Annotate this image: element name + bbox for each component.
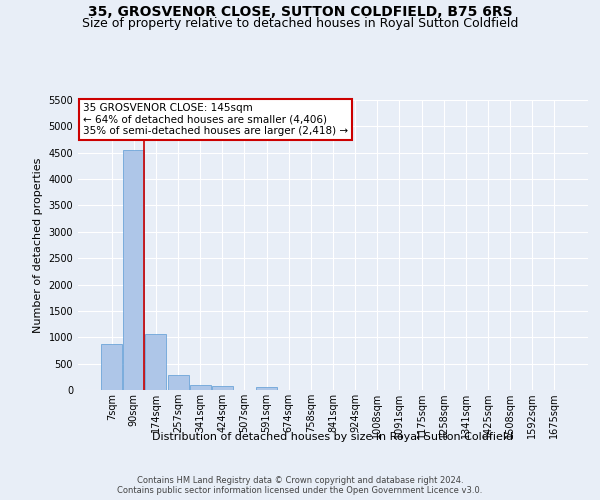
- Text: Size of property relative to detached houses in Royal Sutton Coldfield: Size of property relative to detached ho…: [82, 18, 518, 30]
- Text: 35, GROSVENOR CLOSE, SUTTON COLDFIELD, B75 6RS: 35, GROSVENOR CLOSE, SUTTON COLDFIELD, B…: [88, 5, 512, 19]
- Bar: [101, 344, 122, 390]
- Text: Distribution of detached houses by size in Royal Sutton Coldfield: Distribution of detached houses by size …: [152, 432, 514, 442]
- Text: 35 GROSVENOR CLOSE: 145sqm
← 64% of detached houses are smaller (4,406)
35% of s: 35 GROSVENOR CLOSE: 145sqm ← 64% of deta…: [83, 103, 348, 136]
- Bar: [124, 150, 145, 390]
- Y-axis label: Number of detached properties: Number of detached properties: [33, 158, 43, 332]
- Bar: [167, 375, 188, 390]
- Bar: [212, 386, 233, 390]
- Text: Contains HM Land Registry data © Crown copyright and database right 2024.
Contai: Contains HM Land Registry data © Crown c…: [118, 476, 482, 495]
- Bar: [190, 384, 211, 390]
- Bar: [256, 387, 277, 390]
- Bar: [145, 334, 166, 390]
